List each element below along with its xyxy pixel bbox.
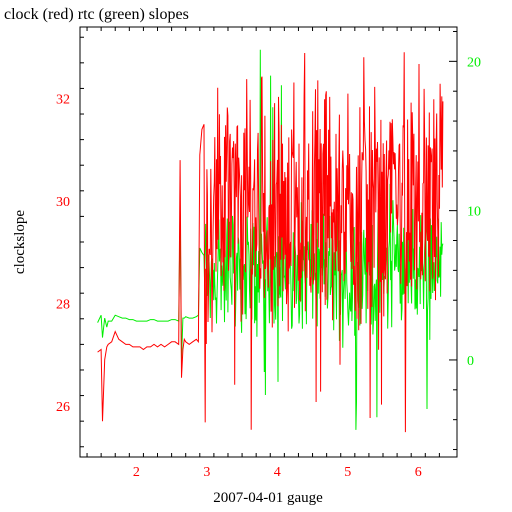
- y-right-tick-label: 0: [467, 354, 474, 369]
- x-tick-label: 6: [415, 465, 422, 480]
- x-tick-label: 5: [344, 465, 351, 480]
- clock-line: [97, 52, 444, 433]
- y-left-tick-label: 32: [56, 93, 70, 108]
- x-axis: 2 3 4 5 6: [86, 27, 440, 480]
- y-left-tick-label: 28: [56, 297, 70, 312]
- y-right-tick-label: 10: [467, 205, 481, 220]
- x-tick-label: 4: [274, 465, 281, 480]
- x-axis-label: 2007-04-01 gauge: [213, 490, 323, 506]
- x-tick-label: 3: [203, 465, 210, 480]
- y-axis-left: 26 28 30 32: [56, 36, 84, 448]
- clock-series: [97, 52, 444, 433]
- y-axis-right: 0 10 20: [449, 30, 481, 451]
- y-left-tick-label: 26: [56, 400, 70, 415]
- y-axis-label: clockslope: [12, 210, 28, 274]
- rtc-series: [97, 49, 444, 430]
- x-tick-label: 2: [133, 465, 140, 480]
- chart-title: clock (red) rtc (green) slopes: [4, 6, 189, 23]
- y-left-tick-label: 30: [56, 195, 70, 210]
- y-right-tick-label: 20: [467, 55, 481, 70]
- rtc-line: [97, 49, 444, 430]
